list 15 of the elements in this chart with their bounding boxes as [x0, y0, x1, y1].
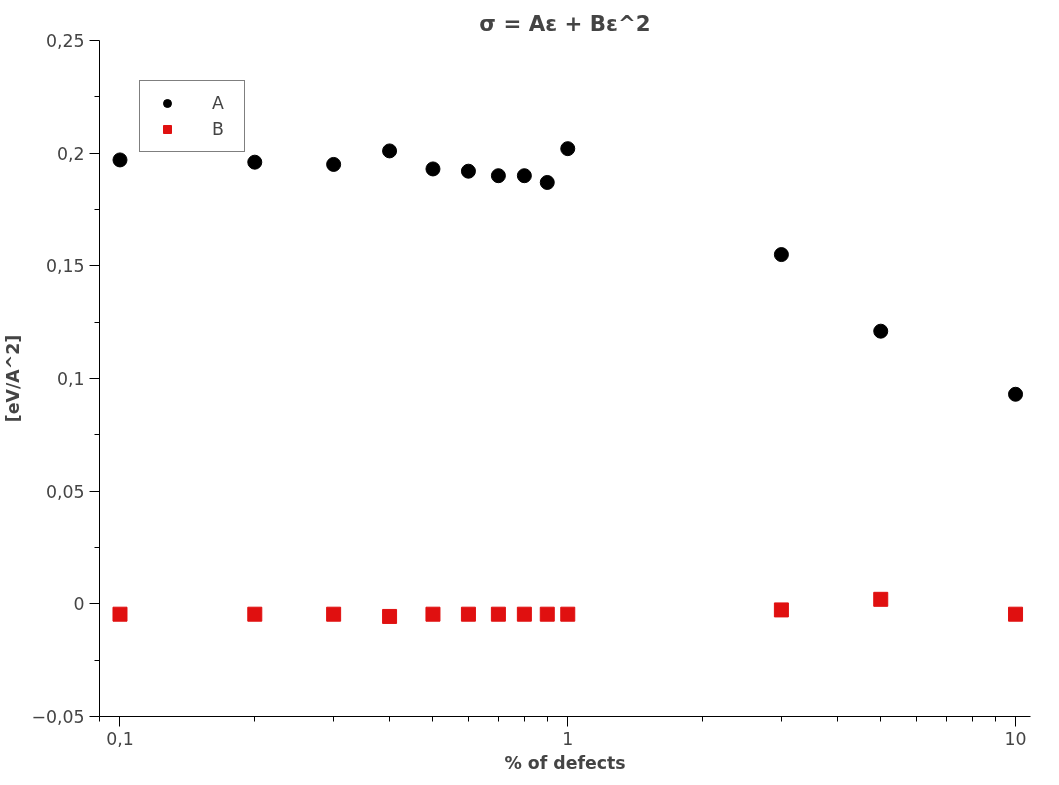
y-tick-label: 0,2: [56, 143, 85, 164]
x-tick-label: 10: [1004, 728, 1027, 749]
legend-label: A: [212, 93, 225, 113]
y-axis-title: [eV/A^2]: [3, 334, 24, 423]
y-tick-label: 0: [73, 594, 85, 615]
y-tick-label: 0,05: [45, 481, 85, 502]
x-axis-title: % of defects: [504, 752, 626, 773]
y-tick-label: −0,05: [31, 707, 85, 727]
y-tick-label: 0,15: [45, 256, 85, 277]
y-tick-label: 0,1: [56, 369, 85, 389]
legend-label: B: [212, 119, 225, 139]
x-tick-label: 1: [562, 728, 574, 749]
x-tick-label: 0,1: [106, 728, 134, 749]
chart-title: σ = Aε + Bε^2: [479, 10, 651, 36]
y-tick-label: 0,25: [45, 31, 85, 51]
